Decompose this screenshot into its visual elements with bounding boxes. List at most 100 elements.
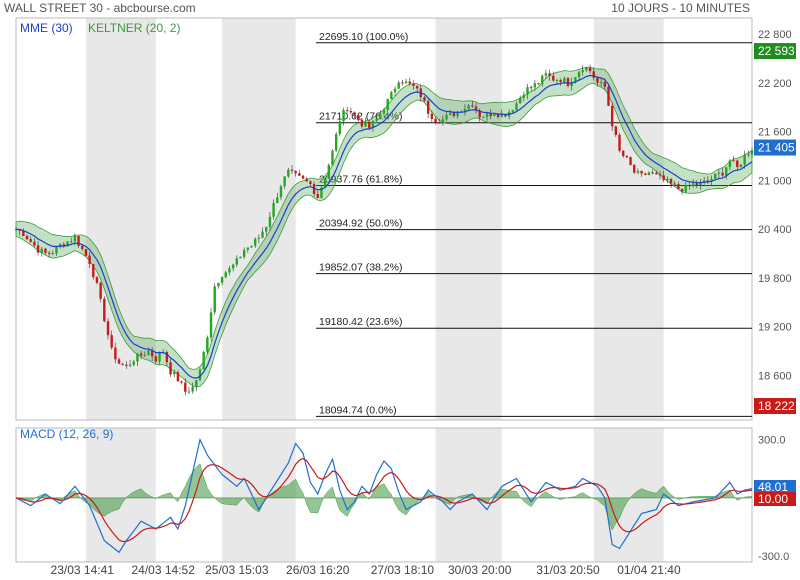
price-tick-label: 18 600 [758, 370, 792, 382]
candle-body [563, 78, 566, 82]
fib-label: 19180.42 (23.6%) [319, 316, 402, 328]
macd-panel-frame [15, 427, 753, 563]
candle-body [463, 108, 467, 113]
fib-label: 20394.92 (50.0%) [319, 218, 402, 230]
candle-body [559, 79, 562, 82]
candle-body [220, 277, 224, 283]
candle-body [518, 97, 522, 104]
candle-body [404, 81, 408, 84]
candle-body [36, 245, 40, 253]
candle-body [150, 350, 154, 357]
candle-body [346, 110, 349, 112]
session-shade [435, 18, 502, 420]
candle-body [592, 71, 595, 78]
candle-body [706, 180, 710, 182]
x-tick-label: 24/03 14:52 [131, 563, 195, 577]
candle-body [629, 157, 632, 165]
candle-body [633, 164, 636, 173]
price-tick-label: 19 200 [758, 322, 792, 334]
candle-body [658, 174, 662, 176]
candle-body [691, 183, 695, 187]
macd-badge [754, 492, 796, 506]
price-tick-label: 22 800 [758, 29, 792, 41]
candle-body [570, 82, 573, 87]
candle-body [73, 236, 77, 242]
candle-body [173, 372, 176, 375]
legend-macd: MACD (12, 26, 9) [20, 427, 113, 441]
candle-body [272, 203, 275, 217]
candle-body [478, 110, 481, 118]
candle-body [364, 122, 367, 127]
candle-body [331, 150, 334, 165]
candle-body [125, 364, 128, 366]
candle-body [147, 350, 150, 355]
price-tick-label: 21 000 [758, 175, 792, 187]
x-tick-label: 31/03 20:50 [536, 563, 600, 577]
macd-line [15, 437, 753, 554]
candle-body [228, 268, 231, 273]
price-badge-label: 22 593 [758, 44, 795, 58]
candle-body [95, 277, 99, 283]
candle-body [743, 154, 746, 165]
candle-body [485, 113, 489, 117]
candle-body [482, 116, 485, 118]
candle-body [449, 112, 452, 116]
candle-body [235, 258, 238, 265]
candle-body [195, 380, 198, 387]
candle-body [750, 150, 754, 155]
candle-body [368, 122, 371, 128]
macd-badge-label: 48.01 [758, 480, 788, 494]
candle-body [596, 77, 599, 83]
candle-body [548, 73, 551, 76]
candle-body [327, 164, 330, 179]
candle-body [684, 185, 687, 192]
candle-body [136, 353, 139, 362]
candle-body [257, 237, 261, 239]
candle-body [702, 180, 706, 183]
fib-label: 18094.74 (0.0%) [319, 404, 397, 416]
candle-body [625, 156, 629, 158]
candle-body [467, 105, 470, 109]
candle-body [651, 172, 654, 174]
candle-body [165, 352, 169, 363]
session-shade [85, 18, 156, 420]
price-tick-label: 20 400 [758, 224, 792, 236]
candle-body [279, 186, 283, 198]
price-badge [754, 139, 796, 156]
candle-body [121, 363, 124, 365]
candle-body [522, 94, 526, 98]
candle-body [342, 110, 345, 122]
candle-body [224, 272, 227, 278]
candle-body [128, 364, 132, 366]
candle-body [636, 170, 640, 173]
legend-mme: MME (30) [20, 21, 73, 35]
candle-body [747, 154, 750, 156]
fib-label: 19852.07 (38.2%) [319, 262, 402, 274]
chart-period: 10 JOURS - 10 MINUTES [611, 1, 750, 15]
candle-body [581, 70, 584, 73]
candle-body [371, 120, 375, 128]
price-badge [754, 43, 796, 60]
price-badge-label: 21 405 [758, 141, 795, 155]
legend-keltner: KELTNER (20, 2) [88, 21, 180, 35]
candle-body [25, 236, 29, 240]
candle-body [349, 110, 353, 113]
candle-body [239, 256, 242, 259]
candle-body [88, 255, 91, 265]
candle-body [603, 82, 606, 87]
candle-body [309, 181, 312, 185]
candle-body [489, 113, 492, 117]
mme-line [15, 74, 753, 379]
candle-body [334, 134, 338, 151]
candle-body [610, 105, 614, 127]
candle-body [644, 173, 647, 175]
price-tick-label: 19 800 [758, 273, 792, 285]
candle-body [699, 182, 702, 186]
candle-body [622, 150, 625, 157]
candle-body [456, 111, 459, 117]
candle-body [739, 164, 743, 168]
candle-body [555, 79, 559, 81]
candle-body [353, 112, 356, 115]
candle-body [250, 245, 253, 248]
candle-body [434, 118, 437, 123]
